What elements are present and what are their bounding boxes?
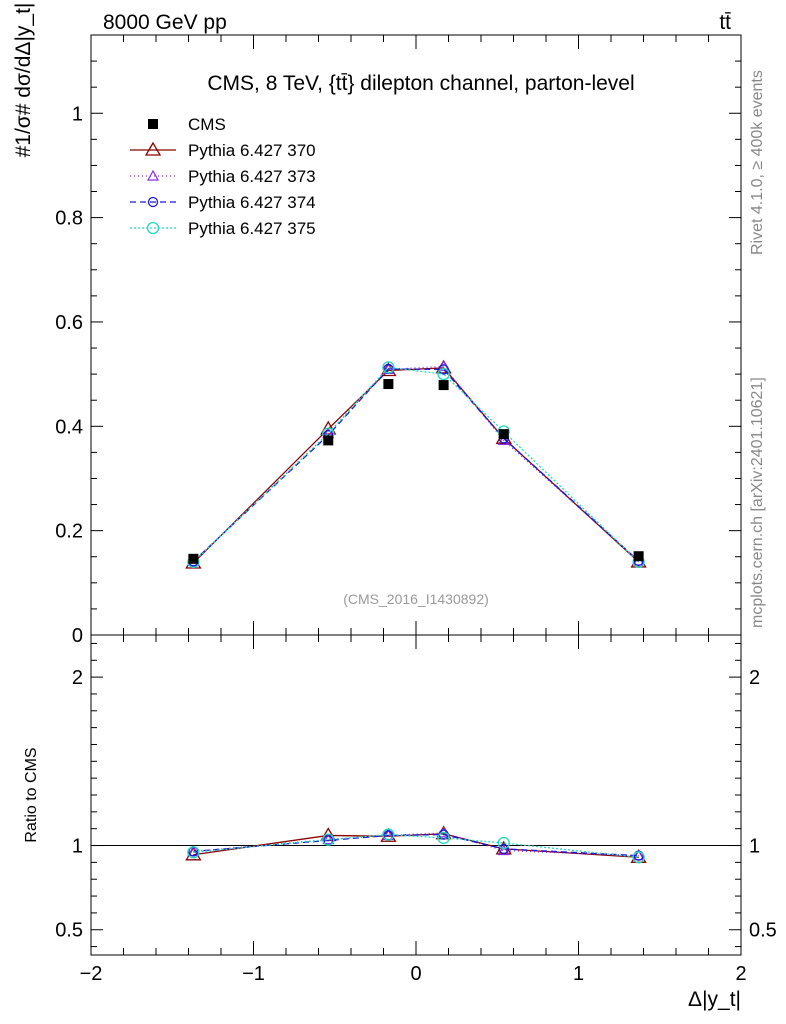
chart-title: CMS, 8 TeV, {tt̄} dilepton channel, part… [207,72,634,95]
data-point [438,364,449,375]
legend: CMS Pythia 6.427 370 Pythia 6.427 373 Pythi… [130,115,316,238]
main-y-axis: 0 0.2 0.4 0.6 0.8 1 [55,60,741,647]
x-axis-label: Δ|y_t| [688,988,741,1011]
ratio-y-axis: 0.5 0.5 1 1 2 2 [55,642,777,948]
main-x-axis [90,35,742,635]
data-point [144,141,162,156]
ratio-y-tick-label: 0.5 [749,920,777,942]
legend-label: Pythia 6.427 374 [188,193,316,212]
rivet-label: Rivet 4.1.0, ≥ 400k events [749,70,766,255]
legend-marker-cms [148,119,158,129]
y-tick-label: 0.4 [55,416,83,438]
x-tick-label: −1 [242,963,265,985]
data-point [187,846,200,859]
series-line [192,366,640,563]
ratio-x-axis: −2 −1 0 1 2 [80,635,747,985]
series-line [192,365,640,562]
cms-data-point [188,553,199,564]
ratio-y-tick-label: 1 [749,836,760,858]
x-tick-label: −2 [80,963,103,985]
data-point [146,169,160,181]
data-point [147,196,159,208]
ratio-panel-frame [90,634,742,956]
data-point [382,828,395,841]
y-tick-label: 1 [72,103,83,125]
data-point [382,361,395,374]
data-point [380,362,397,377]
data-point [497,844,510,856]
legend-label: Pythia 6.427 375 [188,219,316,238]
cms-data-point [323,435,334,446]
ratio-y-axis-label: Ratio to CMS [23,747,40,842]
cms-data-point [438,380,449,391]
data-point [322,833,335,846]
y-tick-label: 0 [72,625,83,647]
cms-data-point [498,429,509,440]
y-tick-label: 0.6 [55,312,83,334]
x-tick-label: 0 [410,963,421,985]
analysis-watermark: (CMS_2016_I1430892) [343,591,489,607]
x-tick-label: 2 [735,963,746,985]
ratio-series-line [193,833,639,858]
series-line [192,367,640,564]
legend-label: CMS [188,115,226,134]
main-series-group [185,359,647,569]
data-point [437,831,450,845]
data-point [498,843,509,855]
y-axis-label: #1/σ# dσ/dΔ|y_t| [12,3,35,158]
header-right: tt̄ [719,11,731,34]
legend-label: Pythia 6.427 373 [188,167,316,186]
cms-data-point [633,551,644,562]
cms-data-point [383,379,394,390]
ratio-y-tick-label: 1 [72,836,83,858]
ratio-series-group [185,825,647,864]
data-point [632,851,645,864]
y-tick-label: 0.8 [55,208,83,230]
mcplots-label: mcplots.cern.ch [arXiv:2401.10621] [749,377,766,628]
ratio-y-tick-label: 0.5 [55,920,83,942]
ratio-y-tick-label: 2 [749,667,760,689]
y-tick-label: 0.2 [55,521,83,543]
header-left: 8000 GeV pp [103,11,227,34]
data-point [633,850,644,861]
legend-label: Pythia 6.427 370 [188,141,316,160]
data-point [437,367,450,381]
series-line [192,368,640,562]
ratio-y-tick-label: 2 [72,667,83,689]
data-point [497,836,510,850]
data-point [146,221,160,235]
x-tick-label: 1 [573,963,584,985]
